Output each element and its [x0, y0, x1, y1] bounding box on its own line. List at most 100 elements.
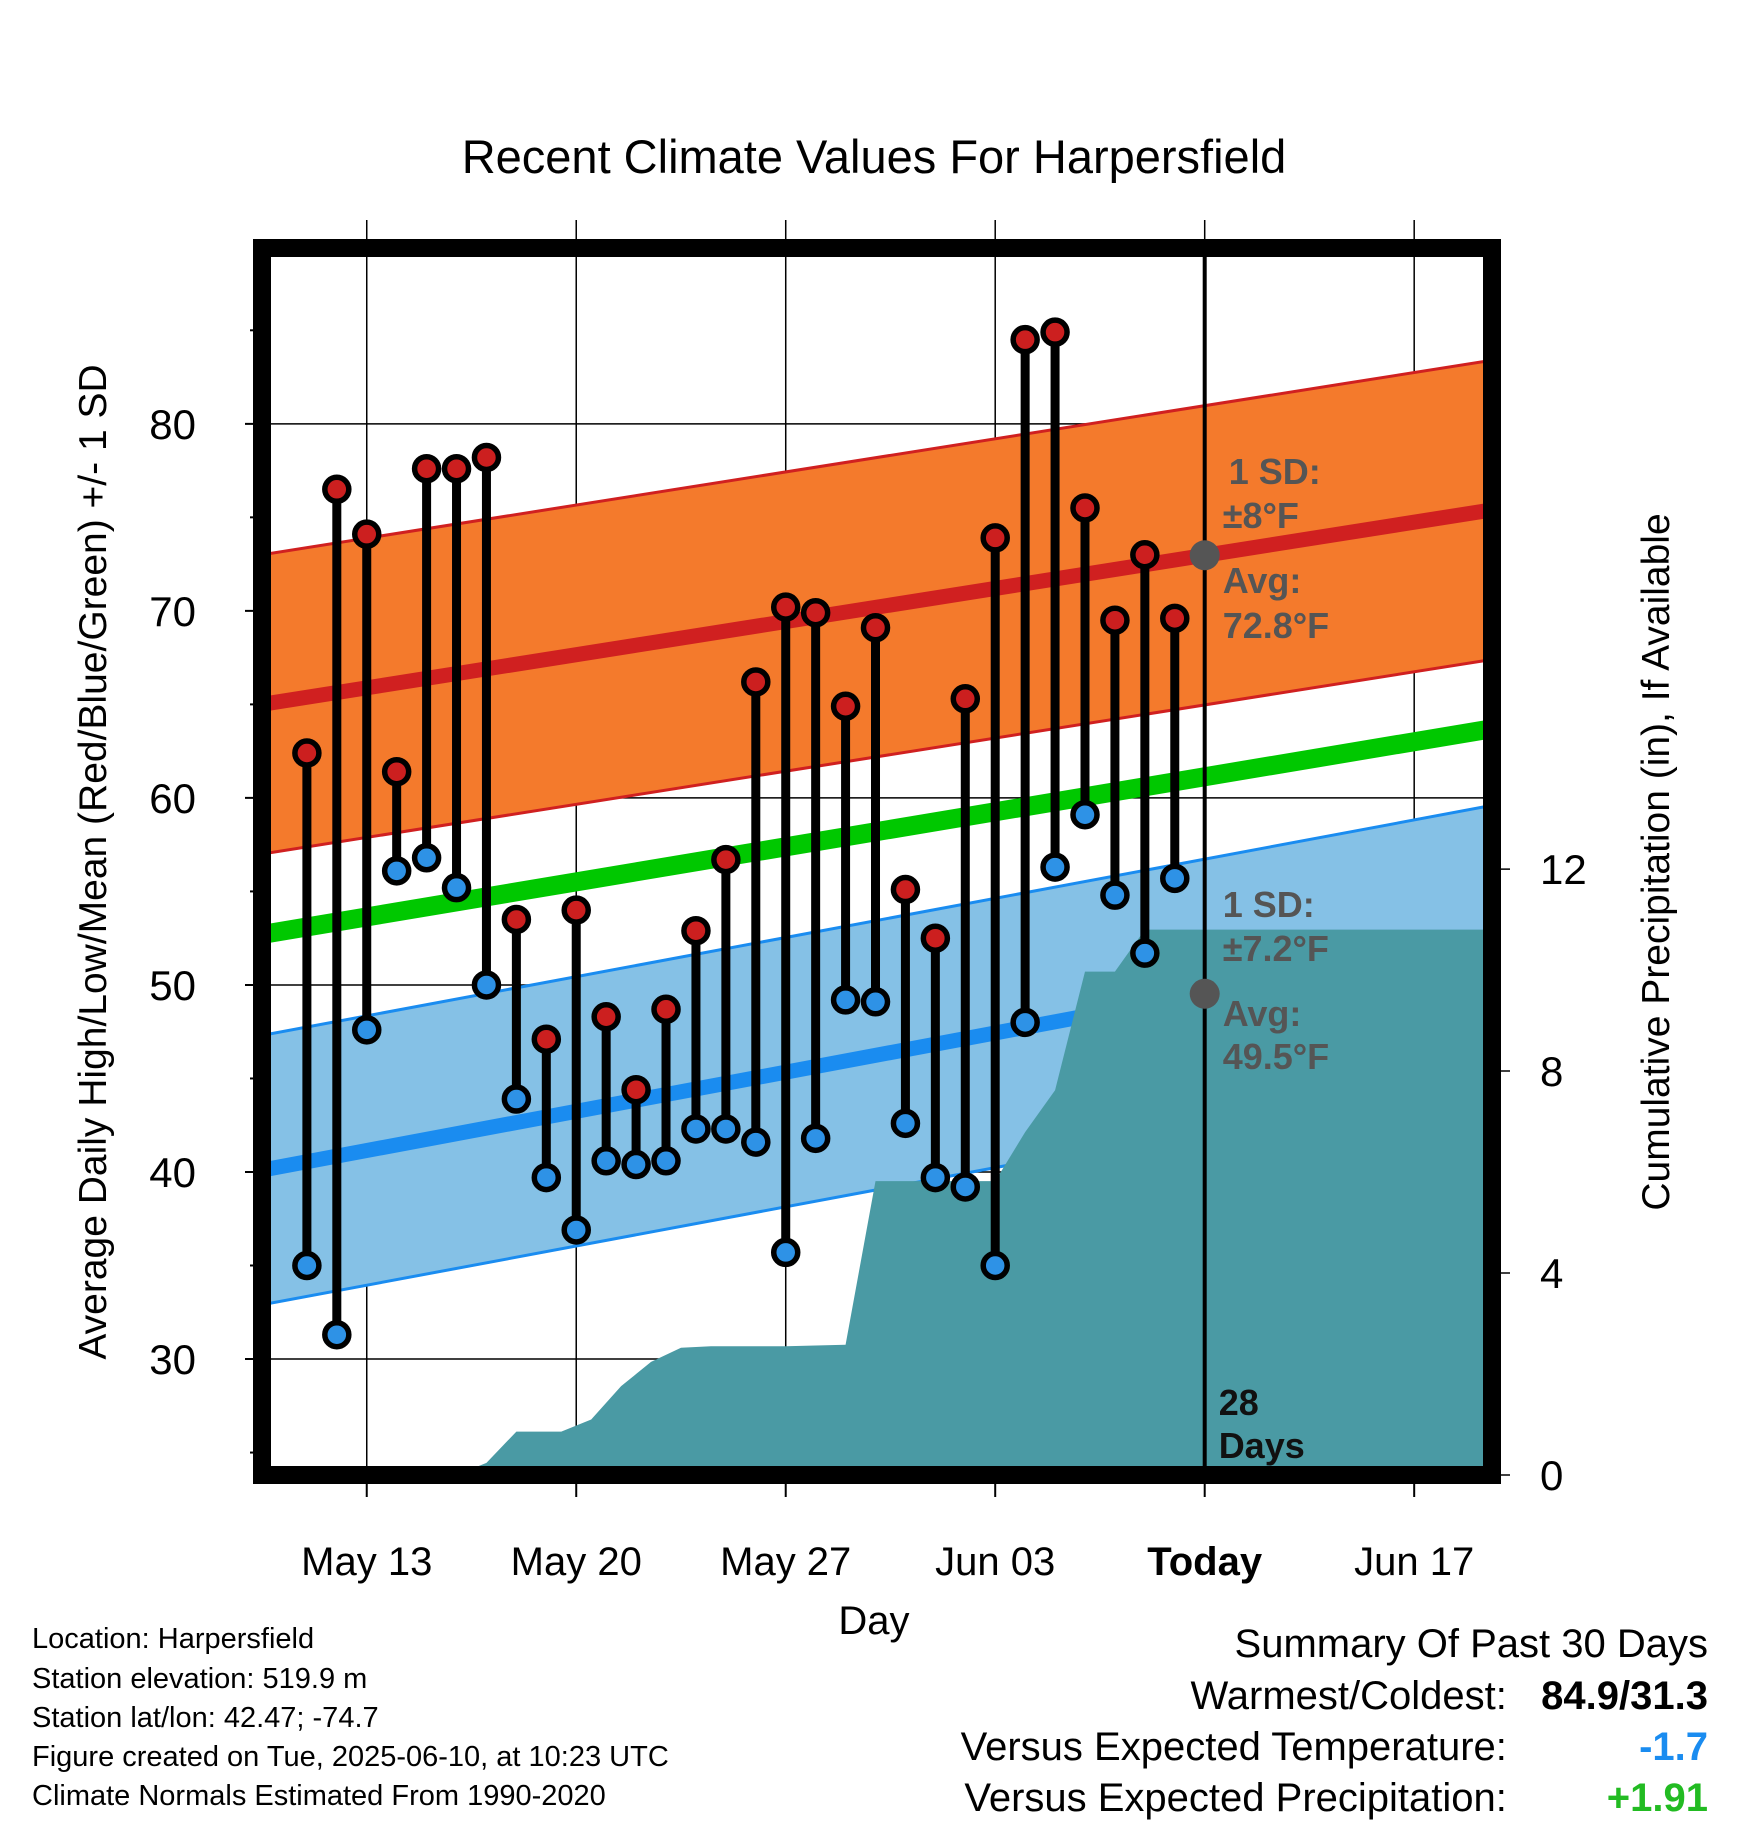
low-point [741, 1127, 771, 1157]
high-point [800, 597, 831, 628]
high-point [381, 756, 412, 787]
high-point [322, 474, 352, 505]
high-point [681, 915, 711, 946]
daily-range-bars [302, 332, 1180, 1335]
y-axis-label: Average Daily High/Low/Mean (Red/Blue/Gr… [72, 364, 115, 1359]
low-point [441, 872, 472, 903]
days-count-label: 28 [1219, 1382, 1259, 1423]
high-point [890, 874, 921, 905]
summary-temperature: Versus Expected Temperature: -1.7 [961, 1727, 1708, 1767]
info-normals: Climate Normals Estimated From 1990-2020 [32, 1780, 606, 1812]
high-point [651, 994, 681, 1025]
high-sd-label: 1 SD: [1229, 451, 1321, 492]
low-point [770, 1237, 801, 1268]
low-point [890, 1108, 921, 1139]
summary-heading: Summary Of Past 30 Days [1234, 1622, 1708, 1666]
high-point [711, 844, 741, 875]
low-point [292, 1250, 322, 1281]
summary-precipitation: Versus Expected Precipitation: +1.91 [964, 1778, 1708, 1818]
low-point [950, 1172, 981, 1202]
y-tick-label: 40 [149, 1149, 196, 1196]
high-band-upper [262, 358, 1492, 557]
y-tick-label: 70 [149, 588, 196, 635]
low-point [830, 985, 861, 1015]
x-tick-label: May 13 [301, 1540, 432, 1584]
high-point [860, 612, 891, 643]
high-point [561, 895, 591, 925]
low-point [351, 1015, 382, 1045]
low-point [681, 1114, 711, 1144]
precip-label: Versus Expected Precipitation: [964, 1776, 1507, 1820]
info-location: Location: Harpersfield [32, 1623, 315, 1655]
high-point [411, 453, 442, 484]
y2-tick-label: 12 [1540, 846, 1587, 893]
low-point [1010, 1007, 1040, 1038]
x-tick-label: May 27 [720, 1540, 851, 1584]
high-point [292, 738, 322, 768]
plot-frame [253, 239, 1501, 1484]
low-point [1160, 863, 1190, 894]
low-point [711, 1114, 741, 1144]
info-elevation: Station elevation: 519.9 m [32, 1663, 368, 1695]
warm-cold-label: Warmest/Coldest: [1190, 1674, 1507, 1718]
high-avg-label: Avg: [1223, 560, 1302, 601]
y2-tick-label: 4 [1540, 1250, 1563, 1297]
low-point [471, 970, 502, 1000]
low-avg-label: Avg: [1223, 993, 1302, 1034]
y2-axis-label: Cumulative Precipitation (in), If Availa… [1635, 513, 1678, 1210]
y-tick-label: 30 [149, 1336, 196, 1383]
high-point [741, 667, 771, 697]
temp-value: -1.7 [1639, 1725, 1708, 1769]
precipitation-area [262, 929, 1492, 1475]
high-point [1130, 540, 1160, 570]
y2-tick-label: 8 [1540, 1048, 1563, 1095]
high-point [591, 1001, 621, 1032]
high-point [531, 1024, 562, 1054]
low-point [920, 1162, 951, 1193]
high-point [441, 453, 472, 484]
low-point [381, 856, 412, 886]
axes: 30 40 50 60 70 80 0 4 8 12 May 13 May 20 May 27 Jun 0… [149, 329, 1587, 1584]
high-point [830, 691, 861, 722]
low-point [621, 1149, 651, 1180]
x-tick-label: Jun 03 [935, 1540, 1055, 1584]
low-sd-value: ±7.2°F [1223, 928, 1329, 969]
high-sd-value: ±8°F [1223, 495, 1299, 536]
cumulative-precip-area [262, 929, 1492, 1475]
high-avg-value: 72.8°F [1223, 605, 1329, 646]
high-point [471, 442, 502, 473]
high-avg-marker [1189, 540, 1220, 571]
chart-title: Recent Climate Values For Harpersfield [462, 130, 1287, 183]
info-latlon: Station lat/lon: 42.47; -74.7 [32, 1702, 379, 1734]
daily-temperature-points [292, 317, 1190, 1350]
summary-warm-cold: Warmest/Coldest: 84.9/31.3 [1191, 1676, 1709, 1716]
low-point [561, 1215, 591, 1245]
high-point [1070, 493, 1100, 523]
x-tick-label: Today [1147, 1540, 1263, 1584]
low-point [800, 1123, 831, 1154]
high-point [1040, 317, 1070, 347]
high-point [770, 592, 801, 622]
x-tick-label: Jun 17 [1354, 1540, 1474, 1584]
high-point [980, 523, 1010, 553]
low-point [531, 1162, 562, 1193]
high-point [920, 923, 951, 953]
high-point [1160, 603, 1190, 634]
high-normal-line [262, 502, 1492, 712]
low-point [1130, 938, 1160, 968]
high-point [501, 904, 532, 935]
low-point [322, 1319, 352, 1350]
low-point [591, 1146, 621, 1176]
y2-tick-label: 0 [1540, 1452, 1563, 1499]
warm-cold-value: 84.9/31.3 [1541, 1674, 1708, 1718]
low-point [651, 1146, 681, 1176]
x-axis-label: Day [838, 1599, 909, 1643]
low-avg-value: 49.5°F [1223, 1036, 1329, 1077]
temp-label: Versus Expected Temperature: [960, 1725, 1507, 1769]
low-sd-label: 1 SD: [1223, 884, 1315, 925]
low-point [411, 843, 442, 873]
low-point [501, 1084, 532, 1114]
